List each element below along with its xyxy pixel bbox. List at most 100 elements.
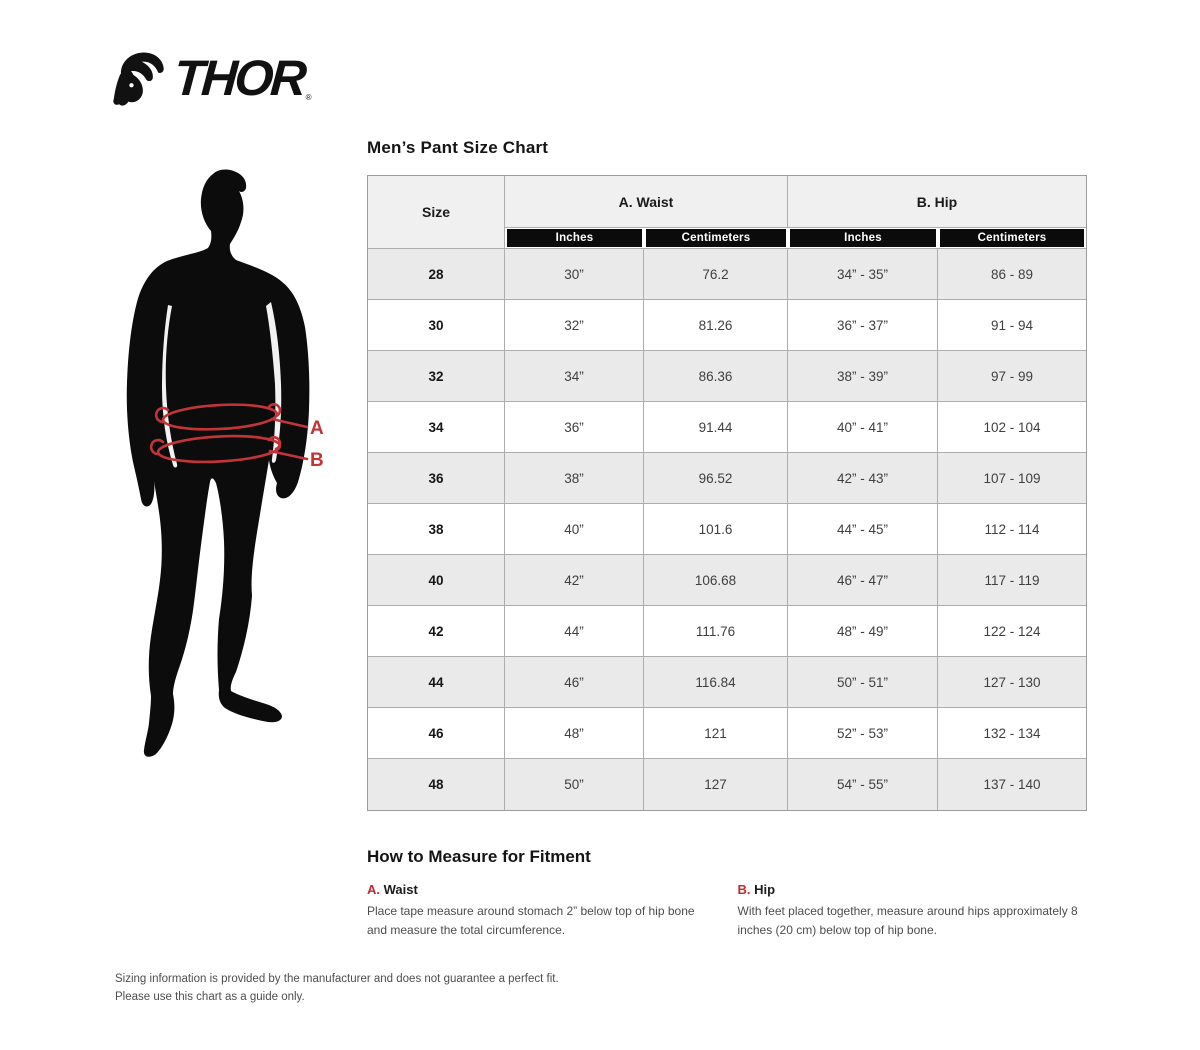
size-table-row: 34 36” 91.44 40” - 41” 102 - 104 bbox=[368, 402, 1087, 453]
cell-hip_in: 42” - 43” bbox=[788, 453, 938, 504]
size-table-row: 42 44” 111.76 48” - 49” 122 - 124 bbox=[368, 606, 1087, 657]
cell-waist_cm: 101.6 bbox=[644, 504, 788, 555]
size-table-body: 28 30” 76.2 34” - 35” 86 - 89 30 32” 81.26 36” -… bbox=[368, 249, 1087, 810]
cell-hip_cm: 107 - 109 bbox=[938, 453, 1087, 504]
hip-label: B bbox=[310, 450, 324, 471]
cell-hip_in: 52” - 53” bbox=[788, 708, 938, 759]
waist-measure-ellipse bbox=[161, 403, 279, 431]
measure-letter-b: B. bbox=[737, 882, 751, 897]
cell-hip_in: 38” - 39” bbox=[788, 351, 938, 402]
cell-waist_cm: 127 bbox=[644, 759, 788, 810]
cell-size: 36 bbox=[368, 453, 505, 504]
cell-waist_in: 50” bbox=[505, 759, 644, 810]
cell-hip_cm: 112 - 114 bbox=[938, 504, 1087, 555]
registered-mark: ® bbox=[305, 93, 312, 102]
measure-description-waist: Place tape measure around stomach 2” bel… bbox=[367, 904, 695, 937]
measure-description-hip: With feet placed together, measure aroun… bbox=[737, 904, 1078, 937]
cell-waist_in: 30” bbox=[505, 249, 644, 300]
footer-disclaimer: Sizing information is provided by the ma… bbox=[115, 971, 559, 1007]
cell-hip_in: 44” - 45” bbox=[788, 504, 938, 555]
header-hip-inches: Inches bbox=[788, 228, 938, 249]
cell-size: 38 bbox=[368, 504, 505, 555]
cell-size: 48 bbox=[368, 759, 505, 810]
page-title: Men’s Pant Size Chart bbox=[367, 138, 549, 157]
measure-item-hip: B. Hip With feet placed together, measur… bbox=[738, 882, 1086, 939]
cell-hip_in: 50” - 51” bbox=[788, 657, 938, 708]
measure-name-waist: Waist bbox=[383, 882, 418, 897]
cell-size: 30 bbox=[368, 300, 505, 351]
header-waist-inches: Inches bbox=[505, 228, 644, 249]
cell-waist_cm: 86.36 bbox=[644, 351, 788, 402]
measure-name-hip: Hip bbox=[754, 882, 776, 897]
cell-hip_in: 46” - 47” bbox=[788, 555, 938, 606]
waist-pointer-line bbox=[270, 417, 309, 429]
cell-hip_in: 34” - 35” bbox=[788, 249, 938, 300]
size-table: Size A. Waist B. Hip Inches Centimeters … bbox=[367, 175, 1088, 811]
size-table-row: 28 30” 76.2 34” - 35” 86 - 89 bbox=[368, 249, 1087, 300]
cell-hip_in: 36” - 37” bbox=[788, 300, 938, 351]
cell-hip_cm: 91 - 94 bbox=[938, 300, 1087, 351]
disclaimer-line-1: Sizing information is provided by the ma… bbox=[115, 973, 559, 985]
cell-waist_cm: 76.2 bbox=[644, 249, 788, 300]
cell-size: 46 bbox=[368, 708, 505, 759]
waist-label: A bbox=[310, 418, 324, 439]
disclaimer-line-2: Please use this chart as a guide only. bbox=[115, 990, 305, 1003]
measure-item-hip-title: B. Hip bbox=[738, 882, 1086, 897]
cell-size: 34 bbox=[368, 402, 505, 453]
cell-waist_in: 40” bbox=[505, 504, 644, 555]
measure-letter-a: A. bbox=[367, 882, 380, 897]
size-table-row: 32 34” 86.36 38” - 39” 97 - 99 bbox=[368, 351, 1087, 402]
cell-hip_cm: 127 - 130 bbox=[938, 657, 1087, 708]
cell-hip_in: 54” - 55” bbox=[788, 759, 938, 810]
measure-item-waist-title: A. Waist bbox=[367, 882, 715, 897]
size-table-row: 48 50” 127 54” - 55” 137 - 140 bbox=[368, 759, 1087, 810]
cell-waist_cm: 111.76 bbox=[644, 606, 788, 657]
cell-waist_cm: 116.84 bbox=[644, 657, 788, 708]
cell-size: 40 bbox=[368, 555, 505, 606]
size-chart-section: Men’s Pant Size Chart Size A. Waist B. H… bbox=[367, 138, 1088, 939]
cell-hip_cm: 97 - 99 bbox=[938, 351, 1087, 402]
size-table-row: 30 32” 81.26 36” - 37” 91 - 94 bbox=[368, 300, 1087, 351]
cell-waist_cm: 91.44 bbox=[644, 402, 788, 453]
goat-head-icon bbox=[113, 52, 164, 106]
size-table-row: 36 38” 96.52 42” - 43” 107 - 109 bbox=[368, 453, 1087, 504]
cell-hip_cm: 117 - 119 bbox=[938, 555, 1087, 606]
header-hip-centimeters: Centimeters bbox=[938, 228, 1087, 249]
header-waist-group: A. Waist bbox=[505, 176, 788, 228]
cell-waist_cm: 121 bbox=[644, 708, 788, 759]
how-to-measure-heading: How to Measure for Fitment bbox=[367, 847, 591, 866]
cell-size: 44 bbox=[368, 657, 505, 708]
cell-waist_in: 32” bbox=[505, 300, 644, 351]
male-body-silhouette: A B bbox=[126, 169, 324, 757]
cell-hip_in: 48” - 49” bbox=[788, 606, 938, 657]
header-waist-centimeters: Centimeters bbox=[644, 228, 788, 249]
cell-hip_cm: 86 - 89 bbox=[938, 249, 1087, 300]
cell-waist_in: 48” bbox=[505, 708, 644, 759]
cell-waist_cm: 81.26 bbox=[644, 300, 788, 351]
cell-waist_in: 44” bbox=[505, 606, 644, 657]
cell-hip_cm: 122 - 124 bbox=[938, 606, 1087, 657]
cell-size: 42 bbox=[368, 606, 505, 657]
cell-waist_in: 42” bbox=[505, 555, 644, 606]
cell-hip_cm: 132 - 134 bbox=[938, 708, 1087, 759]
cell-waist_in: 36” bbox=[505, 402, 644, 453]
cell-hip_in: 40” - 41” bbox=[788, 402, 938, 453]
size-table-row: 40 42” 106.68 46” - 47” 117 - 119 bbox=[368, 555, 1087, 606]
size-table-row: 38 40” 101.6 44” - 45” 112 - 114 bbox=[368, 504, 1087, 555]
cell-waist_in: 46” bbox=[505, 657, 644, 708]
cell-waist_cm: 96.52 bbox=[644, 453, 788, 504]
cell-hip_cm: 102 - 104 bbox=[938, 402, 1087, 453]
measure-item-waist: A. Waist Place tape measure around stoma… bbox=[367, 882, 715, 939]
body-silhouette-figure: A B bbox=[120, 160, 360, 800]
cell-waist_cm: 106.68 bbox=[644, 555, 788, 606]
cell-hip_cm: 137 - 140 bbox=[983, 777, 1041, 792]
size-table-row: 44 46” 116.84 50” - 51” 127 - 130 bbox=[368, 657, 1087, 708]
header-hip-group: B. Hip bbox=[788, 176, 1087, 228]
hip-pointer-line bbox=[268, 449, 309, 461]
brand-logo: THOR ® bbox=[112, 48, 312, 108]
cell-size: 32 bbox=[368, 351, 505, 402]
cell-size: 28 bbox=[368, 249, 505, 300]
brand-wordmark: THOR bbox=[172, 50, 306, 106]
measurement-indicators bbox=[149, 403, 309, 464]
